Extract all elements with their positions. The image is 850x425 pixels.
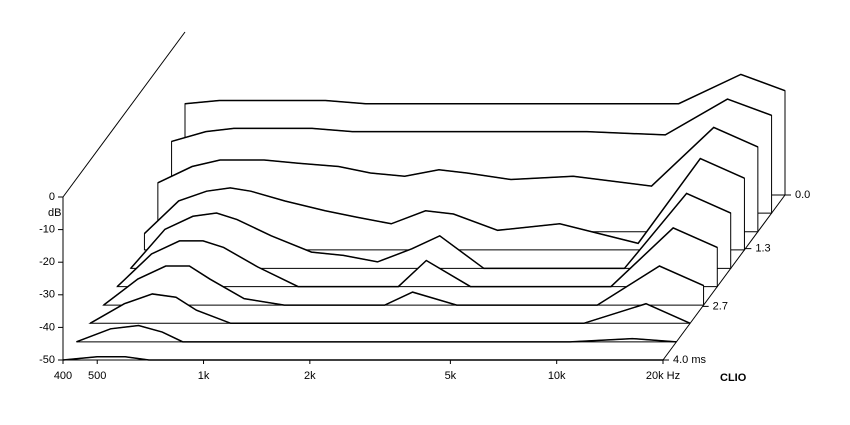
- y-axis-label: dB: [48, 207, 61, 219]
- z-tick-label: 1.3: [755, 243, 770, 255]
- y-tick-label: 0: [49, 191, 55, 203]
- x-tick-label: 500: [88, 370, 106, 382]
- x-tick-label: 20k Hz: [646, 370, 680, 382]
- slice-line: [76, 324, 677, 343]
- x-tick-label: 10k: [548, 370, 566, 382]
- slice-line: [103, 265, 704, 306]
- y-tick-label: -30: [39, 289, 55, 301]
- x-tick-label: 400: [54, 370, 72, 382]
- slice-line: [157, 126, 759, 187]
- y-tick-label: -20: [39, 256, 55, 268]
- back-edge: [62, 31, 186, 198]
- x-tick-label: 1k: [198, 370, 210, 382]
- brand: CLIO: [720, 372, 747, 384]
- x-tick-label: 5k: [445, 370, 457, 382]
- x-tick-label: 2k: [304, 370, 316, 382]
- slice-line: [184, 73, 786, 105]
- y-tick-label: -10: [39, 224, 55, 236]
- z-tick-label: 2.7: [713, 300, 728, 312]
- slice-line: [116, 227, 718, 288]
- slice-line: [62, 355, 663, 361]
- y-tick-label: -50: [39, 354, 55, 366]
- y-tick-label: -40: [39, 321, 55, 333]
- slice-line: [130, 192, 732, 270]
- z-tick-label: 4.0 ms: [673, 354, 707, 366]
- slice-line: [89, 293, 691, 325]
- slice-line: [143, 157, 745, 245]
- z-tick-label: 0.0: [795, 189, 810, 201]
- time-axis: [662, 194, 786, 361]
- slice-line: [171, 98, 772, 143]
